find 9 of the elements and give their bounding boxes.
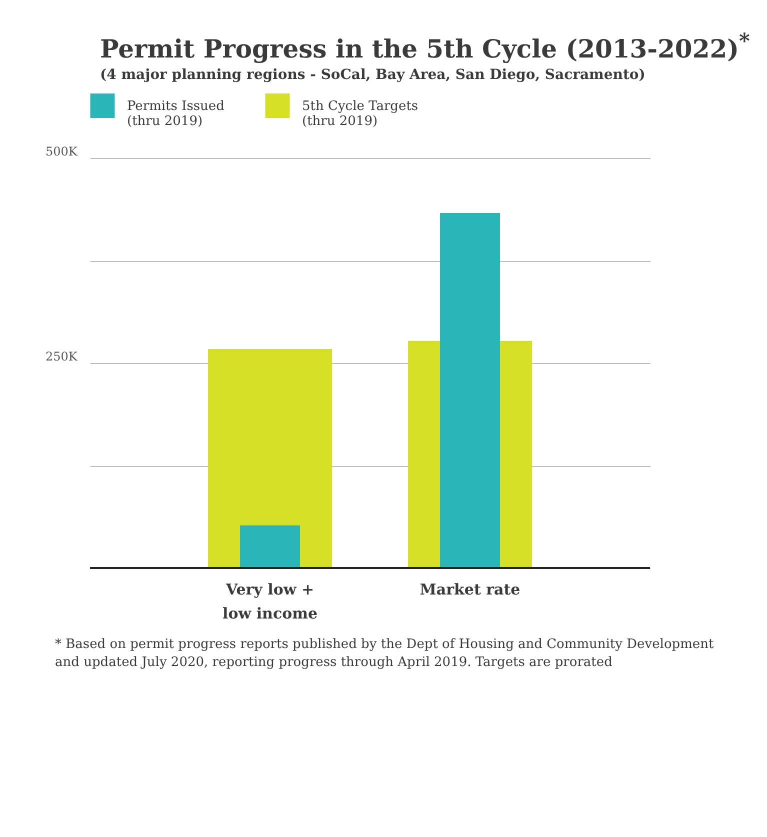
chart-title: Permit Progress in the 5th Cycle (2013-2022)$^{*}$ (100, 28, 751, 64)
legend-label: 5th Cycle Targets (thru 2019) (302, 99, 418, 130)
chart-subtitle: (4 major planning regions - SoCal, Bay Area, San Diego, Sacramento) (100, 67, 646, 84)
text: * Based on permit progress reports published by the Dept of Housing and Community Development and updated July 2020, reporting progress through April 2019. Targets are prorated (55, 636, 715, 672)
legend-label: Permits Issued (thru 2019) (127, 99, 224, 130)
y-tick-label: 250K (46, 350, 78, 364)
x-tick-label: Very low + low income (222, 580, 318, 623)
x-tick-label: Market rate (420, 580, 520, 599)
y-tick-label: 500K (46, 144, 78, 159)
